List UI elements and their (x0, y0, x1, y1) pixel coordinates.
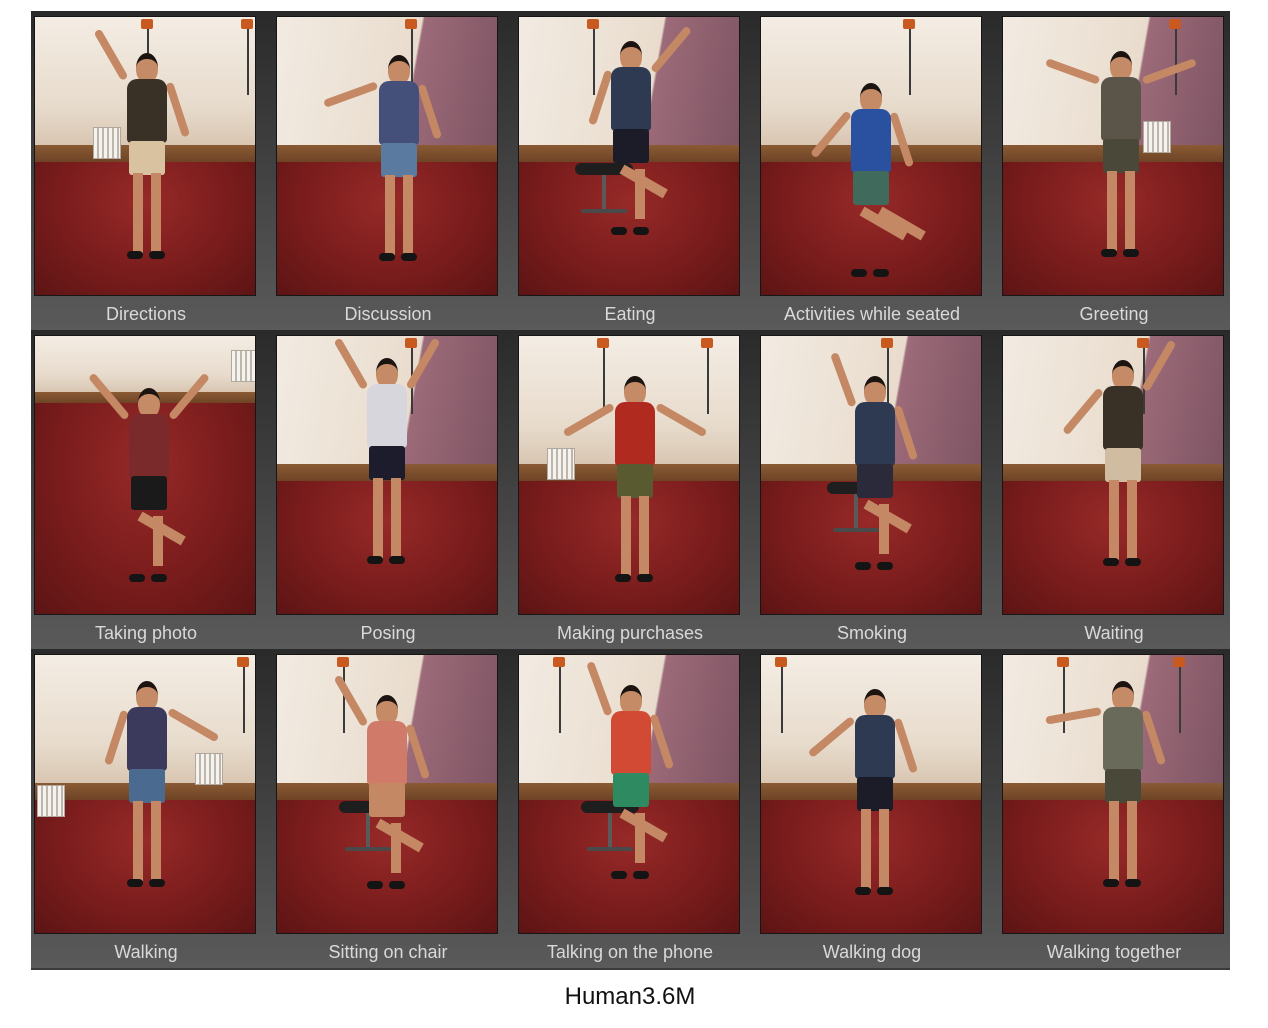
activity-label: Greeting (1079, 304, 1149, 324)
activity-label: Sitting on chair (328, 942, 448, 962)
activity-cell-directions: Directions (31, 11, 255, 330)
activity-photo (519, 17, 739, 295)
activity-label: Waiting (1084, 623, 1144, 643)
activity-photo (277, 336, 497, 614)
activity-label: Taking photo (94, 623, 198, 643)
activity-photo (277, 655, 497, 933)
activity-photo (761, 655, 981, 933)
subject-figure (807, 689, 919, 899)
activity-label: Posing (360, 623, 416, 643)
subject-figure (562, 376, 708, 586)
subject-figure (93, 28, 191, 263)
activity-cell-walking-together: Walking together (999, 649, 1223, 968)
subject-figure (586, 661, 675, 895)
activity-label: Eating (604, 304, 656, 324)
activity-label: Walking dog (822, 942, 922, 962)
subject-figure (333, 674, 431, 905)
activity-cell-eating: Eating (515, 11, 739, 330)
subject-figure (103, 681, 220, 891)
activity-photo (519, 336, 739, 614)
activity-label: Smoking (836, 623, 908, 643)
dataset-caption: Human3.6M (564, 983, 696, 1010)
subject-figure (1061, 339, 1177, 570)
activity-photo (35, 655, 255, 933)
activity-cell-smoking: Smoking (757, 330, 981, 649)
activity-label: Making purchases (556, 623, 704, 643)
activity-photo (761, 17, 981, 295)
subject-figure (87, 372, 211, 598)
activity-label: Talking on the phone (546, 942, 714, 962)
activity-cell-making-purchases: Making purchases (515, 330, 739, 649)
activity-grid-panel: Directions Discussion Eating (31, 11, 1230, 970)
activity-photo (761, 336, 981, 614)
subject-figure (1045, 681, 1167, 891)
activity-photo (1003, 655, 1223, 933)
activity-cell-greeting: Greeting (999, 11, 1223, 330)
activity-photo (1003, 336, 1223, 614)
activity-label: Walking (114, 942, 178, 962)
activity-photo (35, 336, 255, 614)
subject-figure (1045, 51, 1197, 261)
activity-label: Walking together (1046, 942, 1182, 962)
activity-cell-posing: Posing (273, 330, 497, 649)
activity-label: Directions (105, 304, 187, 324)
activity-photo (277, 17, 497, 295)
subject-figure (323, 55, 443, 265)
subject-figure (809, 83, 926, 293)
activity-cell-waiting: Waiting (999, 330, 1223, 649)
subject-figure (830, 352, 919, 586)
activity-photo (1003, 17, 1223, 295)
activity-cell-sitting-on-chair: Sitting on chair (273, 649, 497, 968)
activity-photo (35, 17, 255, 295)
activity-cell-discussion: Discussion (273, 11, 497, 330)
activity-cell-talking-on-the-phone: Talking on the phone (515, 649, 739, 968)
activity-label: Discussion (344, 304, 432, 324)
activity-photo (519, 655, 739, 933)
activity-cell-walking: Walking (31, 649, 255, 968)
activity-cell-activities-while-seated: Activities while seated (757, 11, 981, 330)
subject-figure (333, 337, 441, 568)
activity-cell-taking-photo: Taking photo (31, 330, 255, 649)
subject-figure (587, 25, 693, 251)
activity-cell-walking-dog: Walking dog (757, 649, 981, 968)
activity-label: Activities while seated (783, 304, 961, 324)
